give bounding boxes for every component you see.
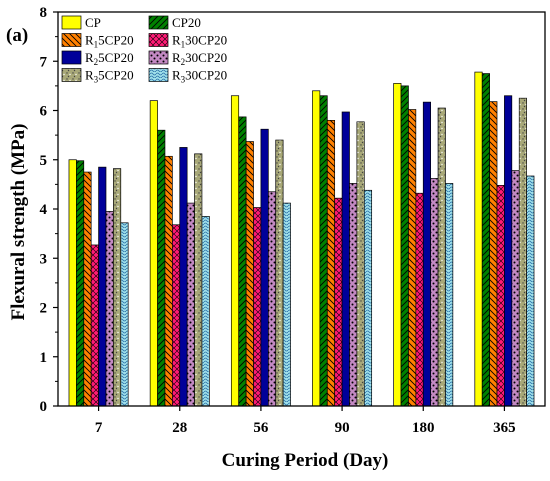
legend-swatch xyxy=(148,15,169,30)
legend-item: R15CP20 xyxy=(61,33,134,50)
bar xyxy=(393,83,402,407)
y-tick-label: 2 xyxy=(40,301,48,317)
bar xyxy=(422,101,432,407)
y-tick-label: 7 xyxy=(40,54,48,70)
y-tick-label: 5 xyxy=(40,153,48,169)
bar xyxy=(260,128,269,407)
bar xyxy=(430,178,439,407)
bar xyxy=(408,109,417,407)
bar xyxy=(157,129,166,407)
legend-label: R15CP20 xyxy=(85,33,134,50)
bar xyxy=(445,183,454,407)
legend-label: R25CP20 xyxy=(85,50,134,67)
bar xyxy=(201,216,210,407)
bar xyxy=(349,183,358,407)
bar xyxy=(105,211,114,407)
x-tick-label: 28 xyxy=(172,420,187,436)
y-tick-label: 4 xyxy=(40,202,48,218)
y-tick-label: 3 xyxy=(40,251,48,267)
bar xyxy=(319,95,328,407)
bar xyxy=(90,244,99,407)
legend-swatch xyxy=(61,33,82,47)
legend-swatch xyxy=(148,68,169,82)
x-tick-label: 365 xyxy=(493,420,516,436)
bar xyxy=(238,116,247,407)
legend-label: R230CP20 xyxy=(172,50,227,67)
bar xyxy=(76,160,85,407)
y-axis-title: Flexural strength (MPa) xyxy=(8,124,29,321)
legend-swatch xyxy=(61,68,82,82)
y-tick-label: 0 xyxy=(40,399,48,415)
x-axis-title: Curing Period (Day) xyxy=(222,450,389,471)
bar xyxy=(172,224,181,407)
bar xyxy=(504,95,513,407)
bar xyxy=(481,73,490,407)
legend-item: CP20 xyxy=(148,15,201,30)
bar xyxy=(98,166,107,407)
legend-label: R35CP20 xyxy=(85,68,134,85)
bar xyxy=(282,202,291,407)
panel-label: (a) xyxy=(6,25,28,46)
legend-item: R25CP20 xyxy=(61,50,134,67)
x-tick-label: 56 xyxy=(253,420,269,436)
legend-item: R130CP20 xyxy=(148,33,227,50)
x-tick-label: 180 xyxy=(412,420,435,436)
bar xyxy=(230,95,240,407)
bar xyxy=(83,171,92,407)
bar xyxy=(518,97,527,407)
legend-label: R130CP20 xyxy=(172,33,227,50)
bar xyxy=(363,189,373,407)
bar xyxy=(511,170,520,407)
legend-label: CP20 xyxy=(172,15,201,30)
bar xyxy=(68,159,77,407)
legend: CP CP20 R15CP20 R130CP20 R25CP20 R230CP20 R35C… xyxy=(61,15,227,85)
legend-swatch xyxy=(148,33,169,47)
bar xyxy=(113,168,122,407)
y-tick-label: 1 xyxy=(40,350,48,366)
legend-item: CP xyxy=(61,15,101,30)
bar xyxy=(179,147,188,407)
legend-label: R330CP20 xyxy=(172,68,227,85)
bar xyxy=(194,153,203,407)
bar xyxy=(245,141,254,407)
bar xyxy=(496,185,505,407)
bar xyxy=(489,101,498,407)
bar xyxy=(437,107,446,407)
legend-swatch xyxy=(61,50,82,65)
bar xyxy=(149,100,158,407)
legend-swatch xyxy=(148,50,169,65)
legend-item: R330CP20 xyxy=(148,68,227,85)
bar xyxy=(326,119,336,407)
bar xyxy=(312,90,321,407)
x-tick-label: 7 xyxy=(95,420,103,436)
bar xyxy=(400,85,409,407)
bar xyxy=(334,197,343,407)
bars-layer xyxy=(68,71,535,407)
bar xyxy=(356,121,365,407)
legend-swatch xyxy=(61,15,82,30)
y-tick-label: 6 xyxy=(40,104,48,120)
bar xyxy=(267,191,277,407)
bar xyxy=(164,155,173,407)
bar xyxy=(186,202,195,407)
bar xyxy=(341,111,350,407)
legend-label: CP xyxy=(85,15,101,30)
x-tick-label: 90 xyxy=(335,420,350,436)
bar xyxy=(120,222,129,407)
bar xyxy=(526,175,535,407)
bar xyxy=(253,207,262,407)
legend-item: R35CP20 xyxy=(61,68,134,85)
y-tick-label: 8 xyxy=(40,5,48,21)
legend-item: R230CP20 xyxy=(148,50,227,67)
bar xyxy=(474,71,483,407)
bar xyxy=(275,139,284,407)
bar xyxy=(415,192,424,407)
